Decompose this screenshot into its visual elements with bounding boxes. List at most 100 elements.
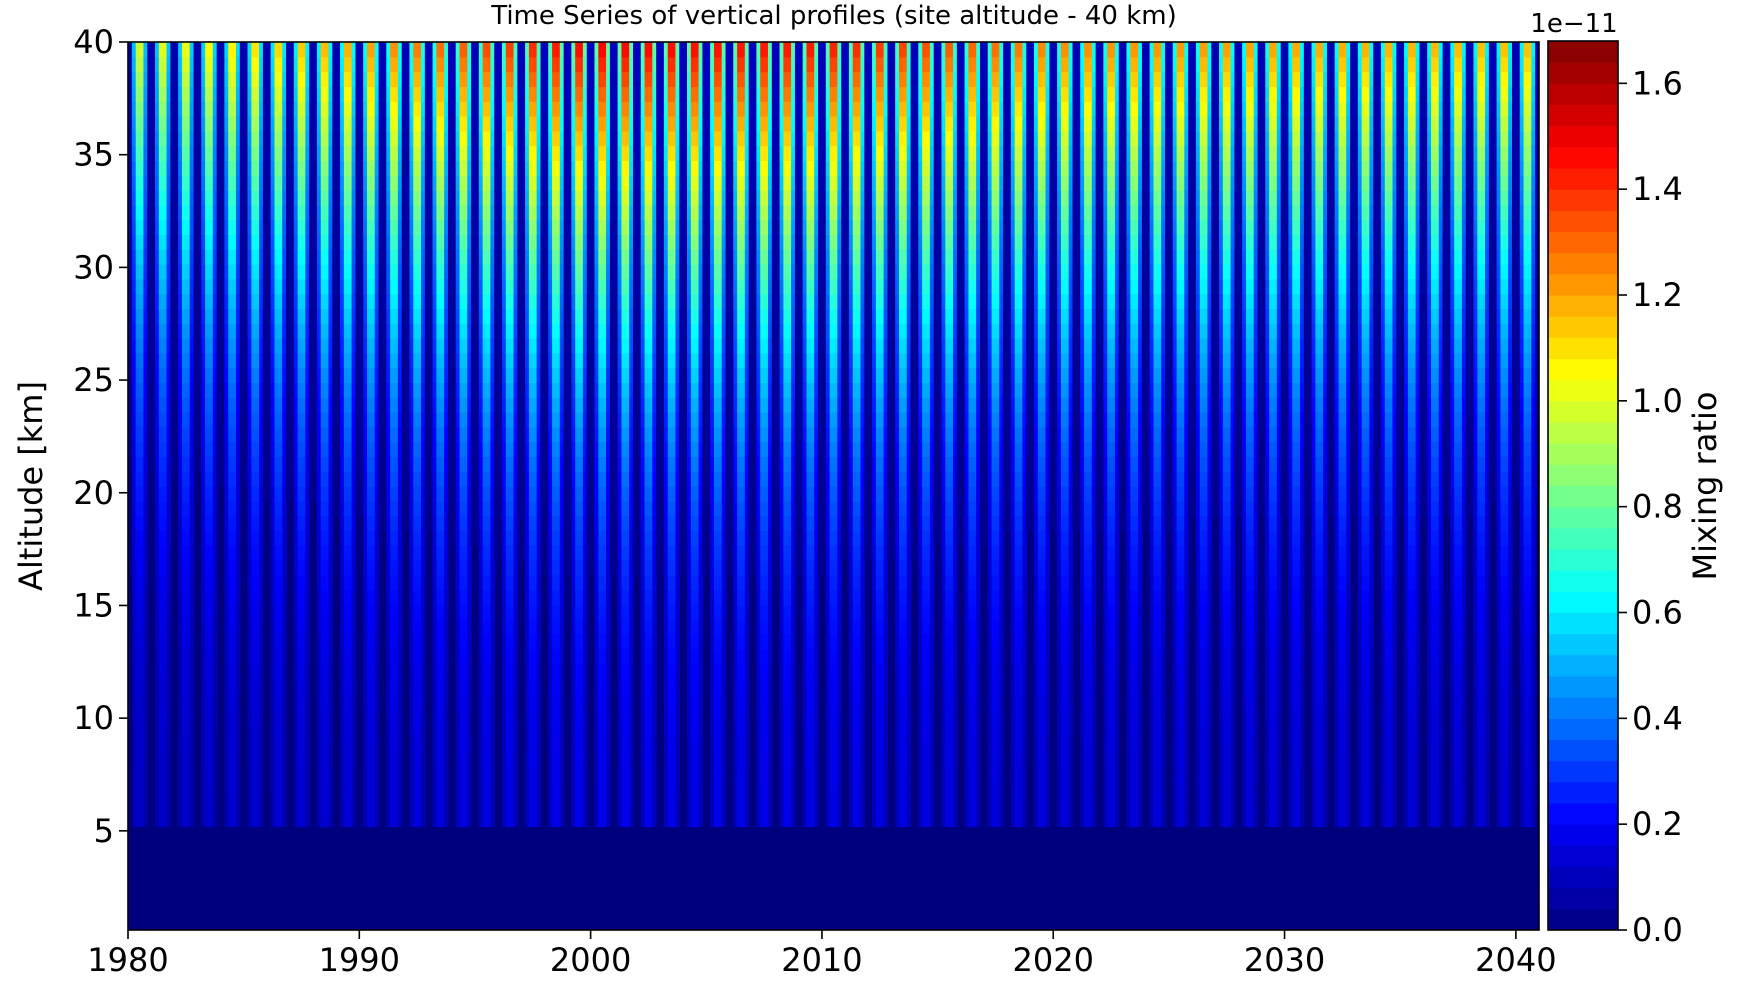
heatmap-cell xyxy=(417,412,422,428)
heatmap-cell xyxy=(505,456,511,472)
heatmap-cell xyxy=(131,278,137,295)
heatmap-cell xyxy=(424,441,430,457)
heatmap-cell xyxy=(208,116,214,132)
heatmap-cell xyxy=(305,574,310,591)
heatmap-cell xyxy=(505,323,511,339)
heatmap-cell xyxy=(135,796,141,813)
heatmap-cell xyxy=(316,234,322,250)
heatmap-cell xyxy=(428,308,434,324)
heatmap-cell xyxy=(181,204,187,221)
heatmap-cell xyxy=(498,352,503,369)
heatmap-cell xyxy=(147,441,152,457)
heatmap-cell xyxy=(305,71,310,87)
heatmap-cell xyxy=(328,500,333,517)
heatmap-cell xyxy=(224,708,229,724)
heatmap-cell xyxy=(151,160,156,176)
heatmap-cell xyxy=(347,101,353,117)
heatmap-cell xyxy=(293,367,299,383)
heatmap-cell xyxy=(513,678,518,694)
heatmap-cell xyxy=(513,486,518,502)
heatmap-cell xyxy=(139,530,145,546)
heatmap-cell xyxy=(340,619,345,635)
heatmap-cell xyxy=(455,71,461,87)
heatmap-cell xyxy=(420,530,426,546)
heatmap-cell xyxy=(185,116,191,132)
heatmap-cell xyxy=(374,678,380,694)
heatmap-cell xyxy=(189,663,195,679)
heatmap-cell xyxy=(382,42,387,58)
heatmap-cell xyxy=(181,530,187,546)
heatmap-cell xyxy=(170,264,175,280)
heatmap-cell xyxy=(436,708,441,724)
heatmap-cell xyxy=(409,767,414,783)
heatmap-cell xyxy=(432,204,438,221)
heatmap-cell xyxy=(440,278,445,295)
heatmap-cell xyxy=(293,352,299,369)
heatmap-cell xyxy=(532,515,538,531)
heatmap-cell xyxy=(417,663,422,679)
heatmap-cell xyxy=(444,145,449,161)
heatmap-cell xyxy=(293,515,299,531)
heatmap-cell xyxy=(139,204,145,221)
heatmap-cell xyxy=(301,456,306,472)
heatmap-cell xyxy=(313,323,318,339)
heatmap-cell xyxy=(201,752,206,768)
heatmap-cell xyxy=(162,634,168,650)
heatmap-cell xyxy=(532,160,538,176)
heatmap-cell xyxy=(413,204,418,221)
heatmap-cell xyxy=(239,323,245,339)
heatmap-cell xyxy=(494,545,499,561)
heatmap-cell xyxy=(189,264,195,280)
heatmap-cell xyxy=(143,352,148,369)
heatmap-cell xyxy=(336,382,341,398)
heatmap-cell xyxy=(328,397,333,413)
heatmap-cell xyxy=(397,574,403,591)
heatmap-cell xyxy=(328,234,333,250)
heatmap-cell xyxy=(440,234,445,250)
heatmap-cell xyxy=(343,56,349,73)
heatmap-cell xyxy=(532,71,538,87)
heatmap-cell xyxy=(274,116,279,132)
heatmap-cell xyxy=(262,382,268,398)
heatmap-cell xyxy=(301,708,306,724)
heatmap-cell xyxy=(259,811,264,827)
heatmap-cell xyxy=(467,737,472,753)
heatmap-cell xyxy=(235,589,241,605)
heatmap-cell xyxy=(540,116,545,132)
heatmap-cell xyxy=(208,589,214,605)
heatmap-cell xyxy=(394,722,399,739)
heatmap-cell xyxy=(289,397,295,413)
heatmap-cell xyxy=(501,752,507,768)
heatmap-cell xyxy=(394,293,399,309)
heatmap-cell xyxy=(324,382,330,398)
heatmap-cell xyxy=(255,486,260,502)
heatmap-cell xyxy=(170,219,175,235)
heatmap-cell xyxy=(193,56,198,73)
heatmap-cell xyxy=(162,130,168,147)
heatmap-cell xyxy=(324,397,330,413)
heatmap-cell xyxy=(525,441,530,457)
heatmap-cell xyxy=(525,515,530,531)
heatmap-cell xyxy=(313,441,318,457)
heatmap-cell xyxy=(378,441,384,457)
heatmap-cell xyxy=(451,486,457,502)
heatmap-cell xyxy=(528,500,534,517)
heatmap-cell xyxy=(501,249,507,265)
heatmap-cell xyxy=(185,293,191,309)
heatmap-cell xyxy=(394,249,399,265)
heatmap-cell xyxy=(259,412,264,428)
heatmap-cell xyxy=(455,382,461,398)
heatmap-cell xyxy=(374,338,380,354)
heatmap-cell xyxy=(478,500,484,517)
heatmap-cell xyxy=(417,234,422,250)
heatmap-cell xyxy=(336,500,341,517)
heatmap-cell xyxy=(498,71,503,87)
heatmap-cell xyxy=(444,234,449,250)
heatmap-cell xyxy=(521,249,526,265)
heatmap-cell xyxy=(544,412,549,428)
heatmap-cell xyxy=(444,471,449,487)
heatmap-cell xyxy=(482,752,488,768)
heatmap-cell xyxy=(170,234,175,250)
heatmap-cell xyxy=(154,441,160,457)
heatmap-cell xyxy=(417,293,422,309)
